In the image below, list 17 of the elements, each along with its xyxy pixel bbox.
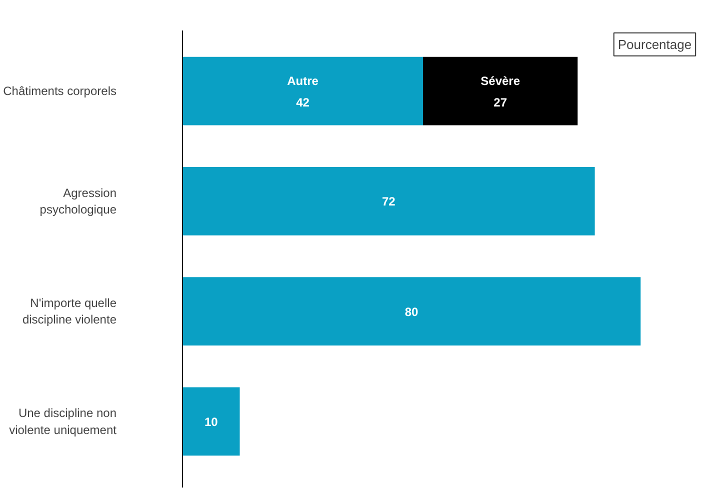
data-label: 10 <box>204 414 218 429</box>
data-label: 42 <box>296 96 310 110</box>
data-label: 72 <box>382 194 396 209</box>
y-tick-label: Châtiments corporels <box>3 84 117 98</box>
series-label: Autre <box>287 74 319 88</box>
bar <box>423 56 578 126</box>
y-tick-label: Agression psychologique <box>40 186 117 217</box>
bar <box>182 277 641 346</box>
bar <box>182 56 424 126</box>
annotation: Pourcentage <box>618 36 692 52</box>
data-label: 27 <box>494 96 508 110</box>
y-tick-label: Une discipline non violente uniquement <box>9 406 118 437</box>
series-label: Sévère <box>480 74 520 88</box>
bar <box>182 387 240 456</box>
bar <box>182 167 595 236</box>
data-label: 80 <box>404 304 419 319</box>
y-tick-label: N'importe quelle discipline violente <box>22 296 117 327</box>
